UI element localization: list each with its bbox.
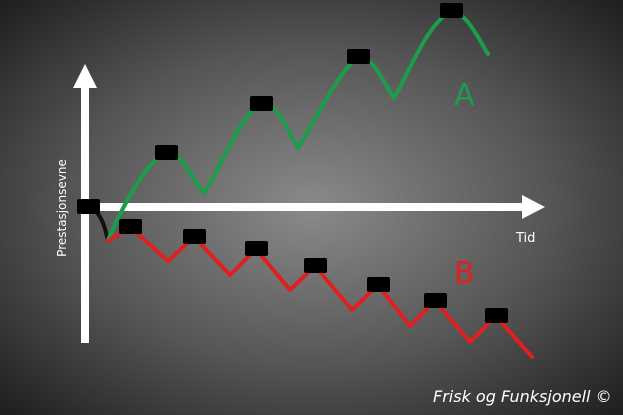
series-b-marker — [485, 308, 508, 323]
x-axis-arrowhead — [522, 195, 545, 219]
series-b-marker — [367, 277, 390, 292]
series-a-marker — [440, 3, 463, 18]
series-a-marker — [155, 145, 178, 160]
series-b-marker — [119, 219, 142, 234]
x-axis-label: Tid — [515, 231, 535, 246]
y-axis-arrowhead — [73, 64, 97, 88]
series-b-label: B — [454, 256, 475, 291]
series-a-label: A — [454, 78, 475, 113]
series-a-marker — [250, 96, 273, 111]
series-a-marker — [347, 49, 370, 64]
credit-text: Frisk og Funksjonell © — [433, 387, 612, 406]
y-axis-label: Prestasjonsevne — [55, 159, 69, 257]
series-b-marker — [304, 258, 327, 273]
start-training-marker — [77, 199, 100, 214]
series-b-marker — [183, 229, 206, 244]
series-b-marker — [245, 241, 268, 256]
series-b-marker — [424, 293, 447, 308]
